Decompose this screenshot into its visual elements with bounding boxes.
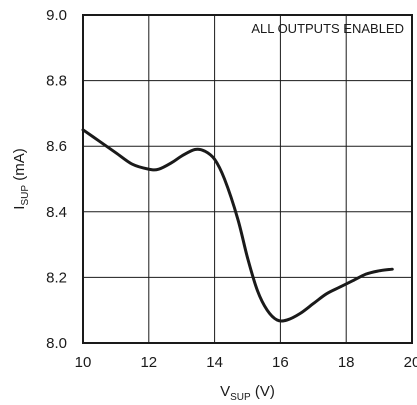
tick-labels: 10 12 14 16 18 20 8.0 8.2 8.4 8.6 8.8 9.0 [46, 7, 417, 371]
x-tick-label: 16 [272, 354, 289, 371]
y-tick-label: 8.8 [46, 73, 67, 90]
y-tick-label: 8.2 [46, 269, 67, 286]
y-tick-label: 8.6 [46, 138, 67, 155]
x-tick-label: 14 [206, 354, 223, 371]
chart-annotation: ALL OUTPUTS ENABLED [251, 21, 404, 36]
x-tick-label: 20 [404, 354, 417, 371]
y-tick-label: 8.0 [46, 335, 67, 352]
grid [83, 15, 412, 343]
series-line-supply-current [81, 128, 394, 323]
plot-frame [82, 14, 413, 344]
x-axis-label: VSUP (V) [220, 383, 275, 403]
y-tick-label: 8.4 [46, 204, 67, 221]
y-tick-label: 9.0 [46, 7, 67, 24]
x-tick-label: 10 [75, 354, 92, 371]
x-tick-label: 12 [140, 354, 157, 371]
x-tick-label: 18 [338, 354, 355, 371]
y-axis-label: ISUP (mA) [11, 148, 31, 209]
